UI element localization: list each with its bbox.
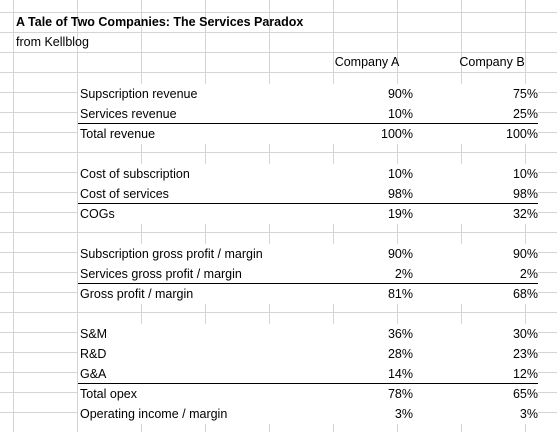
row-label[interactable]: Supscription revenue [78, 84, 325, 104]
value-company-b[interactable]: 32% [415, 204, 538, 224]
value-company-a[interactable]: 3% [325, 404, 413, 424]
row-label[interactable]: Operating income / margin [78, 404, 325, 424]
value-company-b[interactable]: 2% [415, 264, 538, 284]
value-company-a[interactable]: 14% [325, 364, 413, 384]
value-company-a[interactable]: 100% [325, 124, 413, 144]
row-label[interactable]: Cost of subscription [78, 164, 325, 184]
value-company-a[interactable]: 90% [325, 244, 413, 264]
value-company-a[interactable]: 28% [325, 344, 413, 364]
value-company-a[interactable]: 36% [325, 324, 413, 344]
value-company-b[interactable]: 90% [415, 244, 538, 264]
row-label[interactable]: Cost of services [78, 184, 325, 204]
value-company-b[interactable]: 25% [415, 104, 538, 124]
value-company-b[interactable]: 65% [415, 384, 538, 404]
value-company-a[interactable]: 78% [325, 384, 413, 404]
sheet-subtitle[interactable]: from Kellblog [16, 35, 89, 49]
value-company-b[interactable]: 100% [415, 124, 538, 144]
value-company-b[interactable]: 23% [415, 344, 538, 364]
value-company-b[interactable]: 75% [415, 84, 538, 104]
value-company-a[interactable]: 10% [325, 164, 413, 184]
sheet-title[interactable]: A Tale of Two Companies: The Services Pa… [16, 15, 304, 29]
value-company-b[interactable]: 3% [415, 404, 538, 424]
value-company-a[interactable]: 98% [325, 184, 413, 204]
column-header-company-a[interactable]: Company A [334, 55, 400, 69]
total-rule [78, 383, 538, 384]
total-rule [78, 283, 538, 284]
column-header-company-b[interactable]: Company B [459, 55, 525, 69]
value-company-b[interactable]: 12% [415, 364, 538, 384]
row-label[interactable]: Total opex [78, 384, 325, 404]
total-rule [78, 123, 538, 124]
row-label[interactable]: Subscription gross profit / margin [78, 244, 325, 264]
value-company-b[interactable]: 30% [415, 324, 538, 344]
row-label[interactable]: Services revenue [78, 104, 325, 124]
value-company-b[interactable]: 68% [415, 284, 538, 304]
value-company-a[interactable]: 2% [325, 264, 413, 284]
value-company-b[interactable]: 10% [415, 164, 538, 184]
value-company-b[interactable]: 98% [415, 184, 538, 204]
row-label[interactable]: COGs [78, 204, 325, 224]
value-company-a[interactable]: 90% [325, 84, 413, 104]
row-label[interactable]: Gross profit / margin [78, 284, 325, 304]
value-company-a[interactable]: 81% [325, 284, 413, 304]
row-label[interactable]: R&D [78, 344, 325, 364]
row-label[interactable]: G&A [78, 364, 325, 384]
value-company-a[interactable]: 10% [325, 104, 413, 124]
total-rule [78, 203, 538, 204]
row-label[interactable]: Total revenue [78, 124, 325, 144]
value-company-a[interactable]: 19% [325, 204, 413, 224]
row-label[interactable]: S&M [78, 324, 325, 344]
row-label[interactable]: Services gross profit / margin [78, 264, 325, 284]
